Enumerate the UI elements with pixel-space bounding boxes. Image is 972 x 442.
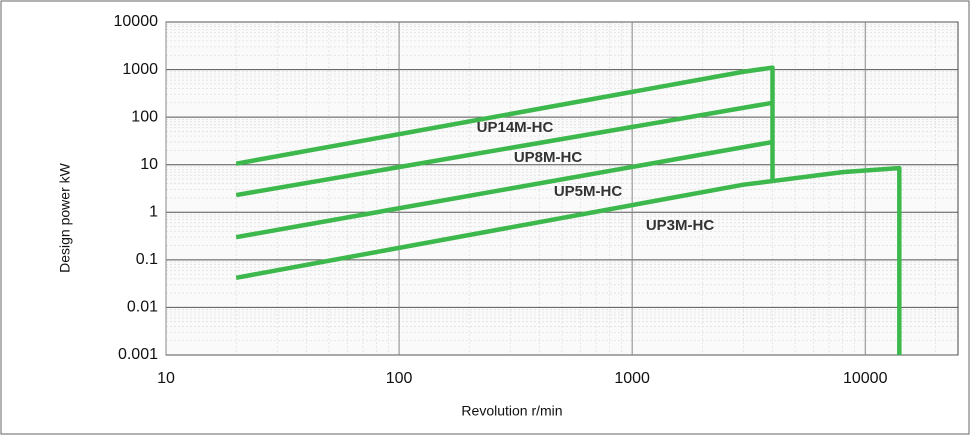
y-tick-label: 10 <box>140 156 158 173</box>
y-tick-label: 10000 <box>114 13 159 30</box>
series-line <box>235 139 773 240</box>
x-tick-label: 100 <box>386 370 413 387</box>
x-tick-label: 10000 <box>843 370 888 387</box>
series-label: UP14M-HC <box>477 119 554 136</box>
y-tick-label: 0.1 <box>136 251 158 268</box>
x-tick-label: 10 <box>157 370 175 387</box>
x-tick-label: 1000 <box>614 370 650 387</box>
series-label: UP5M-HC <box>554 183 623 200</box>
series-line <box>235 65 775 180</box>
y-tick-label: 0.01 <box>127 299 158 316</box>
series-line <box>235 100 773 198</box>
y-tick-label: 1000 <box>122 61 158 78</box>
y-tick-label: 100 <box>131 108 158 125</box>
series-line <box>235 165 902 355</box>
x-axis-label: Revolution r/min <box>461 403 562 419</box>
y-tick-label: 1 <box>149 204 158 221</box>
y-axis-label: Design power kW <box>57 162 73 272</box>
y-tick-label: 0.001 <box>118 346 158 363</box>
series-label: UP3M-HC <box>646 217 715 234</box>
series-label: UP8M-HC <box>514 149 583 166</box>
